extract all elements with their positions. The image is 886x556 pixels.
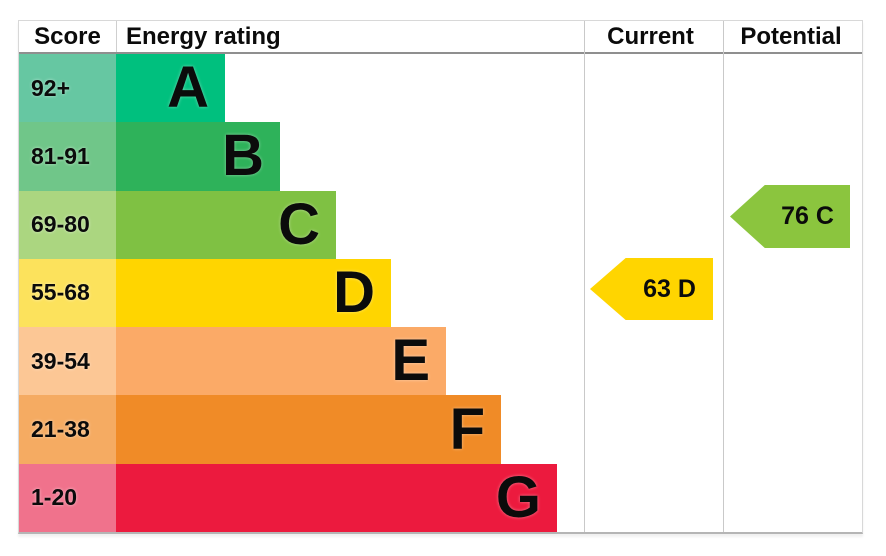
score-range-b: 81-91 [19, 122, 116, 191]
rating-bar-g: G [116, 463, 557, 532]
rating-bar-b: B [116, 122, 280, 191]
table-header: Score Energy rating Current Potential [19, 21, 862, 54]
score-range-f: 21-38 [19, 395, 116, 464]
grade-letter-b: B [222, 123, 264, 189]
current-column-header: Current [607, 23, 694, 50]
potential-column-header: Potential [740, 23, 842, 50]
grade-letter-d: D [333, 259, 375, 325]
potential-column-left-border [723, 21, 724, 532]
rating-bar-e: E [116, 327, 446, 396]
band-rows: 92+ A 81-91 B 69-80 C 55-68 D 39-54 E 21… [19, 54, 862, 532]
band-row-c: 69-80 C [19, 190, 862, 259]
potential-rating-label: 76 C [781, 202, 834, 230]
score-range-a: 92+ [19, 54, 116, 123]
grade-letter-f: F [449, 396, 485, 462]
score-header-divider [116, 21, 117, 52]
band-row-f: 21-38 F [19, 395, 862, 464]
band-row-a: 92+ A [19, 54, 862, 123]
grade-letter-e: E [391, 328, 430, 394]
score-range-e: 39-54 [19, 327, 116, 396]
epc-table: Score Energy rating Current Potential 92… [18, 20, 863, 534]
grade-letter-c: C [278, 191, 320, 257]
rating-bar-a: A [116, 54, 225, 123]
current-rating-label: 63 D [643, 274, 696, 303]
rating-bar-f: F [116, 395, 501, 464]
band-row-b: 81-91 B [19, 122, 862, 191]
band-row-d: 55-68 D [19, 258, 862, 328]
score-range-d: 55-68 [19, 258, 116, 328]
score-column-header: Score [34, 23, 101, 50]
band-row-g: 1-20 G [19, 463, 862, 532]
energy-rating-column-header: Energy rating [126, 23, 281, 50]
current-column-left-border [584, 21, 585, 532]
grade-letter-g: G [495, 464, 541, 530]
rating-bar-c: C [116, 190, 336, 259]
score-range-c: 69-80 [19, 190, 116, 259]
band-row-e: 39-54 E [19, 327, 862, 396]
grade-letter-a: A [167, 55, 209, 121]
rating-bar-d: D [116, 258, 391, 328]
score-range-g: 1-20 [19, 463, 116, 532]
